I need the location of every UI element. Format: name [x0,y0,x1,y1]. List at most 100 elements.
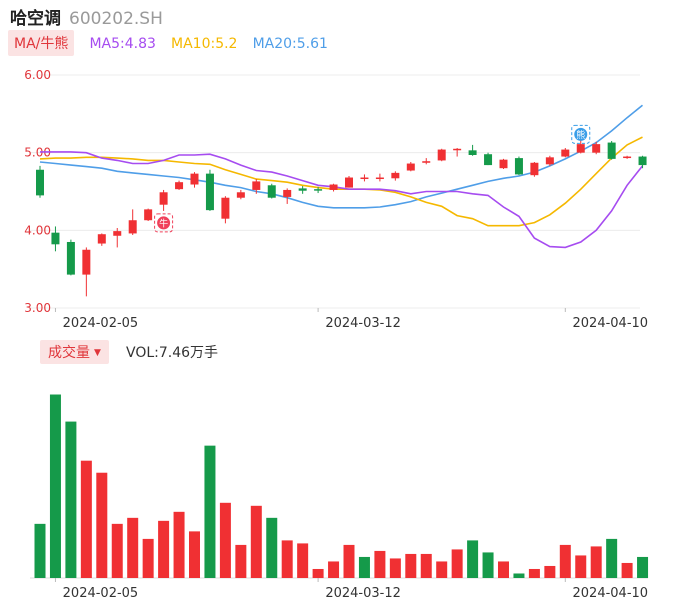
ma20-legend-item: MA20:5.61 [252,36,328,52]
volume-bar [204,445,216,578]
candle [360,174,369,182]
ma-indicator-selector[interactable]: MA/牛熊 [8,30,75,56]
volume-bar [420,553,432,578]
ma10-legend-item: MA10:5.2 [171,36,238,52]
volume-bar [250,505,262,578]
stock-name: 哈空调 [10,9,61,29]
candle [97,233,106,246]
marker-label: 牛 [159,217,168,229]
candle [607,141,616,160]
candle-body [484,154,493,166]
volume-bar [266,517,278,578]
candle-body [406,163,415,171]
bear-marker: 熊 [571,124,591,144]
volume-bar [590,546,602,578]
candle [314,186,323,194]
ma10-line [39,136,643,227]
volume-bar [528,568,540,578]
candle [375,173,384,182]
candle [561,148,570,158]
volume-bar [467,540,479,578]
candle [51,226,60,252]
candle-body [638,156,647,166]
volume-bar [65,421,77,578]
volume-bar [96,472,108,578]
volume-x-tick-label: 2024-03-12 [325,586,401,601]
candle-body [592,144,601,153]
price-chart: 3.00 4.00 5.00 6.00 2024-02-05 2024-03-12 2024… [24,68,648,331]
candle [267,183,276,199]
candle [592,141,601,155]
candle-body [252,181,261,190]
volume-bar [575,555,587,578]
candle-body [329,184,338,190]
marker-label: 熊 [576,129,585,141]
candle-body [175,182,184,190]
candle-body [375,177,384,180]
candle [159,189,168,211]
candle-body [36,169,44,196]
volume-bar [621,562,633,578]
volume-bar [235,544,247,578]
candle [453,148,462,157]
candle-body [128,220,137,234]
bull-marker: 牛 [154,213,174,233]
volume-bar [312,568,324,578]
candle [499,158,508,169]
volume-x-tick-label: 2024-02-05 [63,586,139,601]
marker-dot [574,127,588,141]
volume-bar [158,520,170,578]
candle-body [453,148,462,151]
price-y-tick-label: 6.00 [24,68,51,82]
volume-bar [343,544,355,578]
marker-frame [571,124,591,144]
candle [221,196,230,224]
volume-bar [389,558,401,578]
price-x-tick-label: 2024-03-12 [325,316,401,331]
candle-body [422,161,431,163]
volume-bar [173,511,185,578]
title-row: 哈空调 600202.SH [10,4,163,29]
candle-body [236,192,245,198]
candle [406,161,415,172]
ma5-legend-item: MA5:4.83 [89,36,156,52]
volume-header: 成交量 ▼ VOL:7.46万手 [40,340,219,364]
candle [530,161,539,177]
candle-body [623,156,632,159]
candle-body [51,232,60,245]
volume-bar [374,550,386,578]
volume-indicator-selector[interactable]: 成交量 ▼ [40,340,109,364]
candle-body [267,185,276,198]
volume-bar [281,540,293,578]
volume-bar [219,502,231,578]
candle [144,208,153,222]
volume-indicator-label: 成交量 [48,345,90,361]
volume-value: VOL:7.46万手 [126,345,219,361]
volume-bar [513,573,525,578]
price-y-tick-label: 4.00 [24,223,51,237]
candle-body [190,173,199,185]
candle [623,155,632,159]
candle [236,189,245,200]
candle [205,169,214,211]
candle-body [499,159,508,169]
volume-bar [111,523,123,578]
volume-bar [328,561,340,578]
candle-body [113,231,122,236]
stock-code: 600202.SH [69,9,163,29]
candle [252,179,261,194]
price-y-tick-label: 5.00 [24,146,51,160]
candle [345,175,353,188]
candle [66,239,75,276]
marker-dot [157,216,171,230]
candle-body [82,249,91,275]
candle [468,144,477,156]
volume-bar [80,460,92,578]
candle-body [159,192,168,205]
candle [437,148,446,162]
candle [36,165,44,198]
candle-body [514,158,523,175]
candle [298,186,307,194]
dropdown-caret-icon: ▼ [94,348,101,358]
volume-bar [482,552,494,578]
